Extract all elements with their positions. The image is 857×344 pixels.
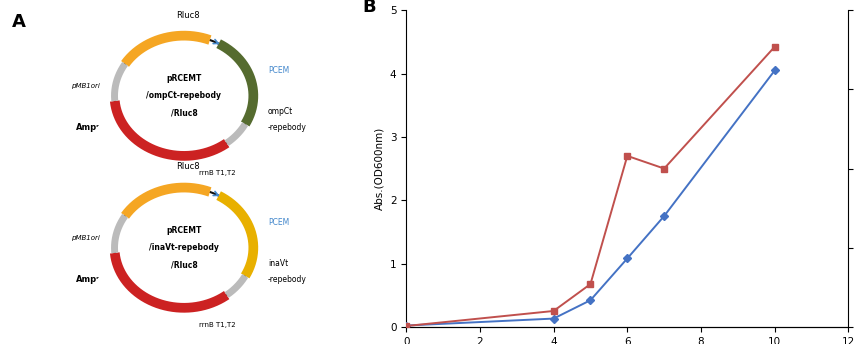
Text: pRCEMT: pRCEMT: [166, 74, 201, 83]
Text: PCEM: PCEM: [268, 66, 289, 75]
Text: Rluc8: Rluc8: [176, 162, 200, 171]
Text: /inaVt-repebody: /inaVt-repebody: [149, 243, 219, 252]
Text: A: A: [12, 13, 26, 32]
Text: Rluc8: Rluc8: [176, 11, 200, 20]
Text: /ompCt-repebody: /ompCt-repebody: [147, 91, 221, 100]
Text: PCEM: PCEM: [268, 218, 289, 227]
Text: /Rluc8: /Rluc8: [171, 109, 197, 118]
Text: pMB1ori: pMB1ori: [71, 235, 100, 241]
Y-axis label: Abs.(OD600nm): Abs.(OD600nm): [375, 127, 384, 210]
Text: pRCEMT: pRCEMT: [166, 226, 201, 235]
Text: /Rluc8: /Rluc8: [171, 261, 197, 270]
Text: Ampʳ: Ampʳ: [76, 123, 100, 132]
Text: B: B: [362, 0, 375, 16]
Text: rrnB T1,T2: rrnB T1,T2: [199, 322, 235, 328]
Text: -repebody: -repebody: [268, 123, 307, 132]
Text: Ampʳ: Ampʳ: [76, 275, 100, 284]
Text: -repebody: -repebody: [268, 275, 307, 284]
Text: inaVt: inaVt: [268, 259, 288, 268]
Text: rrnB T1,T2: rrnB T1,T2: [199, 170, 235, 176]
Text: pMB1ori: pMB1ori: [71, 83, 100, 89]
Text: ompCt: ompCt: [268, 107, 293, 116]
